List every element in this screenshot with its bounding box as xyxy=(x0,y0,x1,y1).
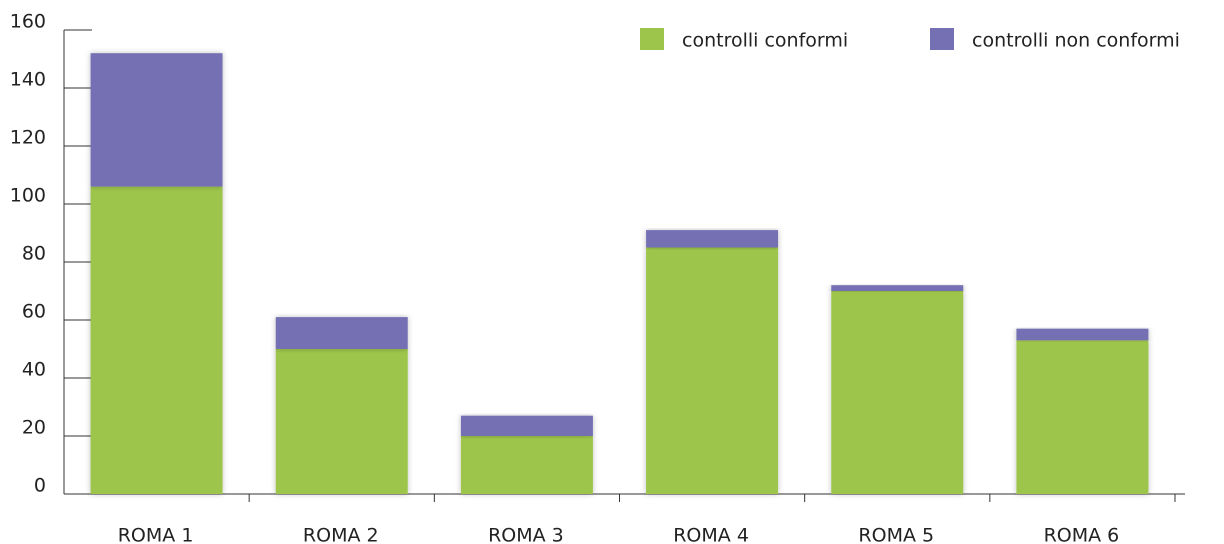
bar-segment xyxy=(460,415,593,436)
y-tick-label: 60 xyxy=(22,301,46,323)
legend-label: controlli conformi xyxy=(682,30,848,52)
x-tick-label: ROMA 3 xyxy=(488,525,564,544)
bar-segment xyxy=(460,436,593,494)
y-tick-label: 40 xyxy=(22,359,46,381)
bar-segment xyxy=(1016,340,1149,494)
x-tick-label: ROMA 5 xyxy=(858,525,934,544)
legend-swatch xyxy=(640,28,664,50)
x-tick-label: ROMA 1 xyxy=(118,525,194,544)
y-tick-label: 120 xyxy=(10,127,46,149)
y-tick-label: 100 xyxy=(10,185,46,207)
bar-segment xyxy=(90,53,223,187)
bar-segment xyxy=(831,291,964,494)
bar-segment xyxy=(646,247,779,494)
y-tick-label: 80 xyxy=(22,243,46,265)
legend-swatch xyxy=(930,28,954,50)
bar-segment xyxy=(90,186,223,494)
bar-segment xyxy=(275,349,408,494)
x-tick-label: ROMA 6 xyxy=(1044,525,1120,544)
y-tick-label: 20 xyxy=(22,417,46,439)
x-tick-label: ROMA 2 xyxy=(303,525,379,544)
bar-segment xyxy=(1016,328,1149,341)
y-tick-label: 140 xyxy=(10,69,46,91)
bar-segment xyxy=(831,285,964,291)
bar-segment xyxy=(646,230,779,248)
legend-label: controlli non conformi xyxy=(972,30,1180,52)
x-tick-label: ROMA 4 xyxy=(673,525,749,544)
y-tick-label: 160 xyxy=(10,11,46,33)
y-tick-label: 0 xyxy=(34,475,46,497)
bar-segment xyxy=(275,317,408,349)
